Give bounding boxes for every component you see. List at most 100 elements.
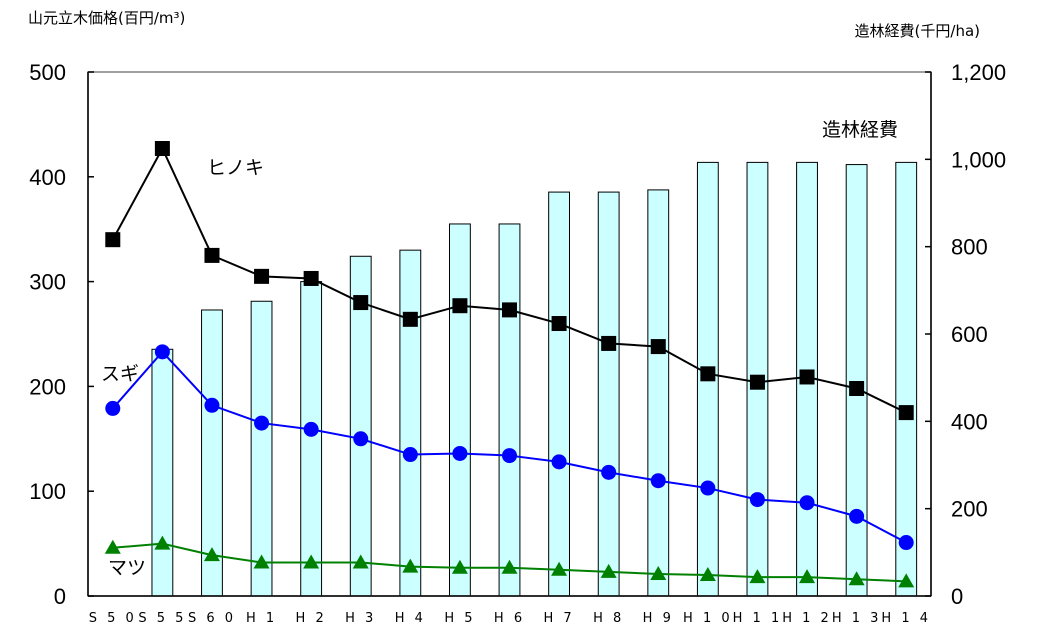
cost-bar xyxy=(647,189,670,597)
hinoki-marker xyxy=(254,268,270,284)
matsu-marker xyxy=(650,565,667,580)
cost-bar xyxy=(548,191,571,597)
left-tick-label: 400 xyxy=(29,165,66,190)
cost-bar xyxy=(895,161,918,597)
sugi-marker xyxy=(650,473,666,489)
left-tick-label: 100 xyxy=(29,479,66,504)
hinoki-marker xyxy=(105,232,121,248)
matsu-marker xyxy=(551,561,568,576)
axis-ticks: 0 100 200 300 400 500 0 200 400 600 800 1,000 1,200 S… xyxy=(29,60,1006,626)
matsu-marker xyxy=(352,554,369,569)
cost-bar xyxy=(448,223,471,597)
cost-bar xyxy=(399,249,422,597)
sugi-marker xyxy=(353,431,369,447)
matsu-marker xyxy=(749,569,766,584)
hinoki-marker xyxy=(601,335,617,351)
hinoki-marker xyxy=(849,380,865,396)
matsu-marker xyxy=(154,535,171,550)
hinoki-marker xyxy=(303,270,319,286)
label-hinoki: ヒノキ xyxy=(207,157,264,179)
hinoki-marker xyxy=(204,247,220,263)
sugi-marker xyxy=(452,445,468,461)
hinoki-marker xyxy=(154,141,170,157)
sugi-marker xyxy=(204,397,220,413)
x-tick-label: H 1 4 xyxy=(881,611,931,626)
hinoki-marker xyxy=(898,405,914,421)
matsu-marker xyxy=(848,571,865,586)
cost-bar xyxy=(845,164,868,597)
left-tick-label: 0 xyxy=(54,584,66,609)
hinoki-marker xyxy=(700,366,716,382)
left-axis-title: 山元立木価格(百円/m³) xyxy=(28,9,185,27)
cost-bar xyxy=(250,300,273,597)
hinoki-marker xyxy=(502,302,517,318)
x-tick-label: S 5 5 xyxy=(138,611,186,626)
x-tick-label: H 1 xyxy=(246,611,277,626)
matsu-marker xyxy=(799,569,816,584)
cost-bar xyxy=(300,281,323,597)
matsu-marker xyxy=(303,554,320,569)
sugi-marker xyxy=(849,508,865,524)
label-matsu: マツ xyxy=(108,557,146,579)
right-tick-label: 200 xyxy=(951,497,988,522)
sugi-marker xyxy=(502,448,517,464)
hinoki-marker xyxy=(353,295,369,311)
x-tick-label: H 1 0 xyxy=(683,611,733,626)
matsu-marker xyxy=(104,539,121,554)
x-tick-label: H 5 xyxy=(444,611,475,626)
sugi-marker xyxy=(254,415,270,431)
x-tick-label: H 7 xyxy=(543,611,574,626)
cost-bar xyxy=(151,348,174,597)
sugi-marker xyxy=(105,400,121,416)
matsu-marker xyxy=(402,558,419,573)
sugi-marker xyxy=(551,454,567,470)
x-tick-label: S 6 0 xyxy=(188,611,236,626)
right-tick-label: 1,000 xyxy=(951,147,1006,172)
label-cost: 造林経費 xyxy=(822,119,898,141)
matsu-marker xyxy=(253,554,270,569)
sugi-marker xyxy=(898,535,914,551)
x-tick-label: H 3 xyxy=(345,611,376,626)
label-sugi: スギ xyxy=(101,363,139,385)
sugi-marker xyxy=(799,495,815,511)
left-tick-label: 500 xyxy=(29,60,66,85)
x-tick-label: H 2 xyxy=(296,611,327,626)
matsu-marker xyxy=(501,559,518,574)
x-tick-label: H 6 xyxy=(494,611,525,626)
matsu-marker xyxy=(203,547,220,562)
sugi-marker xyxy=(402,447,418,463)
cost-bar xyxy=(597,191,620,597)
hinoki-marker xyxy=(402,311,418,327)
right-tick-label: 0 xyxy=(951,584,963,609)
right-tick-label: 600 xyxy=(951,322,988,347)
left-tick-label: 300 xyxy=(29,270,66,295)
right-tick-label: 800 xyxy=(951,235,988,260)
hinoki-marker xyxy=(452,298,468,314)
x-tick-label: H 9 xyxy=(643,611,674,626)
right-tick-label: 1,200 xyxy=(951,60,1006,85)
sugi-marker xyxy=(154,344,170,360)
right-axis-title: 造林経費(千円/ha) xyxy=(855,22,980,40)
sugi-marker xyxy=(749,492,765,508)
matsu-marker xyxy=(699,567,716,582)
hinoki-marker xyxy=(799,369,815,385)
matsu-marker xyxy=(451,559,468,574)
right-tick-label: 400 xyxy=(951,409,988,434)
cost-bar xyxy=(498,223,521,597)
x-tick-label: S 5 0 xyxy=(89,611,137,626)
hinoki-marker xyxy=(551,316,567,332)
matsu-marker xyxy=(898,573,915,588)
sugi-marker xyxy=(700,480,716,496)
x-tick-label: H 8 xyxy=(593,611,624,626)
x-tick-label: H 1 3 xyxy=(832,611,882,626)
left-tick-label: 200 xyxy=(29,374,66,399)
sugi-marker xyxy=(601,464,617,480)
sugi-marker xyxy=(303,421,319,437)
hinoki-marker xyxy=(650,339,666,355)
x-tick-label: H 4 xyxy=(395,611,426,626)
line-series xyxy=(104,141,915,588)
x-tick-label: H 1 2 xyxy=(782,611,832,626)
hinoki-marker xyxy=(749,374,765,390)
x-tick-label: H 1 1 xyxy=(733,611,783,626)
